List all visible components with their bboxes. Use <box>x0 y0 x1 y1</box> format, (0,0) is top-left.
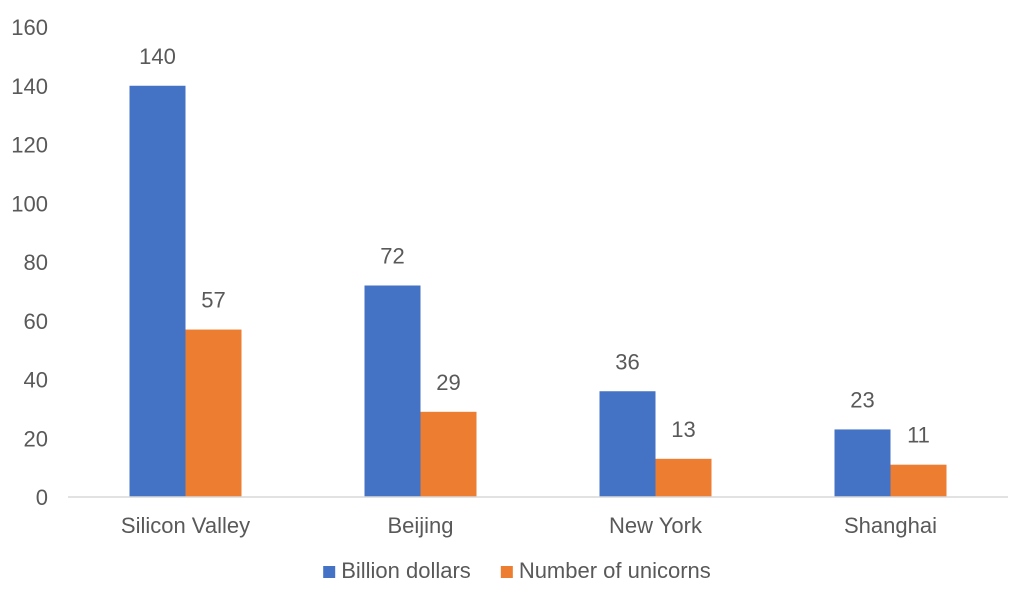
bar-billion-dollars <box>364 285 421 497</box>
y-axis-ticks: 0 20 40 60 80 100 120 140 160 <box>11 15 48 510</box>
category-label: Shanghai <box>844 513 937 538</box>
bars <box>129 85 947 497</box>
legend: Billion dollars Number of unicorns <box>323 558 711 583</box>
y-tick-label: 80 <box>24 250 48 275</box>
bar-number-of-unicorns <box>185 329 242 497</box>
bar-billion-dollars <box>129 85 186 497</box>
bar-billion-dollars <box>599 391 656 497</box>
legend-label: Number of unicorns <box>519 558 711 583</box>
y-tick-label: 100 <box>11 191 48 216</box>
legend-swatch <box>323 566 336 578</box>
bar-number-of-unicorns <box>655 458 712 497</box>
bar-number-of-unicorns <box>420 411 477 497</box>
y-tick-label: 20 <box>24 426 48 451</box>
y-tick-label: 120 <box>11 133 48 158</box>
data-label: 23 <box>850 387 874 412</box>
y-tick-label: 0 <box>36 485 48 510</box>
data-label: 11 <box>907 423 930 448</box>
y-tick-label: 140 <box>11 74 48 99</box>
y-tick-label: 40 <box>24 368 48 393</box>
data-label: 13 <box>671 417 695 442</box>
data-label: 72 <box>380 244 404 269</box>
data-label: 36 <box>615 349 639 374</box>
category-label: New York <box>609 513 703 538</box>
data-label: 57 <box>201 288 225 313</box>
category-label: Beijing <box>387 513 453 538</box>
y-tick-label: 60 <box>24 309 48 334</box>
data-labels: 140 57 72 29 36 13 23 11 <box>139 44 930 448</box>
category-labels: Silicon Valley Beijing New York Shanghai <box>121 513 937 538</box>
legend-label: Billion dollars <box>341 558 471 583</box>
category-label: Silicon Valley <box>121 513 250 538</box>
y-tick-label: 160 <box>11 15 48 40</box>
legend-swatch <box>500 566 513 578</box>
bar-billion-dollars <box>834 429 891 497</box>
data-label: 140 <box>139 44 176 69</box>
data-label: 29 <box>436 370 460 395</box>
bar-number-of-unicorns <box>890 464 947 497</box>
